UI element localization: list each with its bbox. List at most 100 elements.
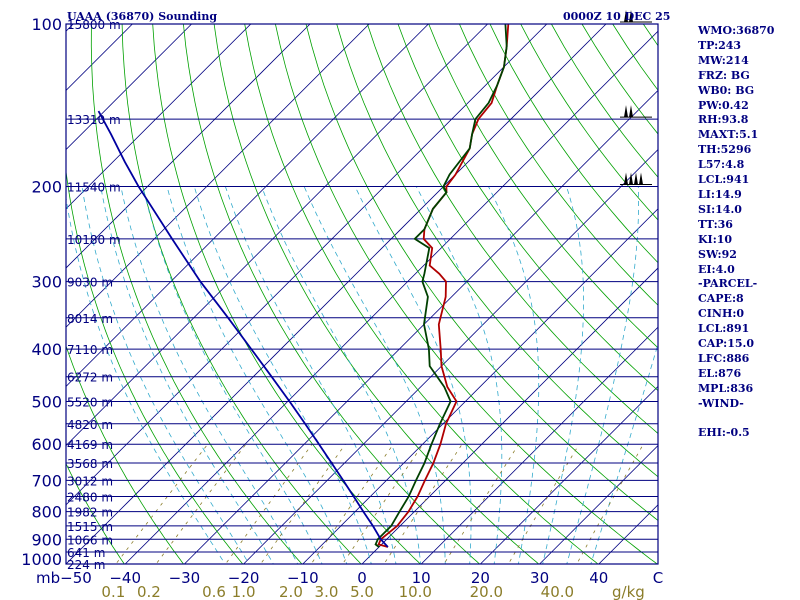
mixing-ratio-label: 0.6 — [202, 583, 226, 600]
pressure-tick-label: 100 — [31, 15, 62, 34]
height-label: 1515 m — [67, 520, 113, 534]
temperature-tick-label: 40 — [589, 569, 608, 587]
isotherm-line — [480, 385, 658, 564]
pressure-tick-label: 600 — [31, 435, 62, 454]
sounding-profiles — [97, 24, 510, 548]
index-line: CINH:0 — [698, 307, 745, 321]
index-line: LCL:941 — [698, 173, 750, 187]
moist-adiabat-line — [488, 186, 540, 564]
dewpoint-profile — [374, 24, 508, 548]
dry-adiabat-line — [152, 24, 421, 564]
index-line: LCL:891 — [698, 322, 750, 336]
index-line: PW:0.42 — [698, 98, 749, 112]
temperature-tick-label: 0 — [357, 569, 367, 587]
isotherm-line — [124, 30, 658, 564]
height-label: 9030 m — [67, 276, 113, 290]
mixing-ratio-line — [576, 444, 644, 564]
index-line: EI:4.0 — [698, 262, 735, 276]
dry-adiabat-line — [66, 462, 125, 564]
mixing-ratio-label: 0.2 — [137, 583, 161, 600]
dry-adiabat-line — [367, 24, 658, 435]
index-line: -PARCEL- — [698, 277, 758, 291]
dry-adiabat-line — [183, 24, 481, 564]
isotherm-line — [66, 24, 488, 447]
station-title: UAAA (36870) Sounding — [67, 10, 217, 23]
height-label: 2480 m — [67, 491, 113, 505]
height-label: 5520 m — [67, 395, 113, 409]
height-label: 6272 m — [67, 371, 113, 385]
isotherm-line — [66, 24, 548, 506]
dry-adiabat-line — [428, 24, 658, 349]
plot-frame — [65, 23, 659, 565]
mixing-ratio-label: 10.0 — [399, 583, 432, 600]
moist-adiabat-line — [100, 186, 274, 564]
mixing-ratio-line — [115, 443, 209, 564]
temperature-profile — [377, 24, 510, 548]
dry-adiabat-line — [90, 24, 303, 564]
index-line: L57:4.8 — [698, 158, 745, 172]
isotherm-line — [184, 89, 658, 564]
dry-adiabat-line — [336, 24, 658, 478]
wind-barb — [620, 172, 652, 186]
mixing-ratio-label: 0.1 — [101, 583, 125, 600]
wind-barbs — [620, 10, 652, 186]
index-line: LI:14.9 — [698, 187, 742, 201]
isotherm-line — [66, 24, 370, 328]
height-label: 224 m — [67, 558, 105, 572]
height-label: 8014 m — [67, 312, 113, 326]
index-line: FRZ: BG — [698, 68, 750, 82]
index-line: TP:243 — [698, 38, 742, 52]
mixing-ratio-label: 20.0 — [470, 583, 503, 600]
index-line: TH:5296 — [698, 143, 752, 157]
height-label: 4820 m — [67, 418, 113, 432]
height-label: 1982 m — [67, 506, 113, 520]
dry-adiabat-line — [397, 24, 658, 392]
time-label: 0000Z 10 DEC 25 — [563, 10, 670, 23]
index-line — [698, 412, 798, 427]
index-line: WMO:36870 — [698, 24, 775, 37]
temperature-tick-label: −20 — [228, 569, 260, 587]
isobar-lines — [66, 23, 658, 565]
moist-adiabat-line — [66, 195, 226, 564]
mixing-ratio-label: 5.0 — [350, 583, 374, 600]
index-line: CAPE:8 — [698, 292, 744, 306]
dry-adiabat-line — [244, 24, 599, 564]
temperature-tick-label: −10 — [287, 569, 319, 587]
isotherm-line — [243, 149, 658, 564]
index-line: KI:10 — [698, 232, 733, 246]
moist-adiabat-line — [225, 186, 397, 564]
height-label: 3012 m — [67, 474, 113, 488]
height-label: 3568 m — [67, 457, 113, 471]
height-label: 7110 m — [67, 343, 113, 357]
pressure-tick-label: 400 — [31, 340, 62, 359]
mixing-ratio-label: 40.0 — [541, 583, 574, 600]
dry-adiabat-line — [213, 24, 540, 564]
isotherm-line — [302, 208, 658, 564]
wind-barb — [620, 10, 652, 23]
height-label: 4169 m — [67, 438, 113, 452]
dry-adiabat-line — [275, 24, 658, 564]
height-label: 10180 m — [67, 233, 121, 247]
index-line: CAP:15.0 — [698, 337, 755, 351]
isotherm-line — [66, 24, 252, 210]
index-line: SW:92 — [698, 247, 737, 261]
height-label: 13310 m — [67, 113, 121, 127]
temperature-tick-label: 20 — [471, 569, 490, 587]
height-label: 1066 m — [67, 533, 113, 547]
isotherm-line — [361, 267, 658, 564]
moist-adiabat-line — [166, 186, 348, 564]
moist-adiabat-line — [120, 186, 299, 564]
pressure-tick-label: 900 — [31, 530, 62, 549]
moist-adiabat-line — [142, 186, 323, 564]
index-line: RH:93.8 — [698, 113, 749, 127]
pressure-tick-label: 200 — [31, 178, 62, 197]
temperature-tick-label: 10 — [412, 569, 431, 587]
index-line: MPL:836 — [698, 381, 754, 395]
isotherm-line — [66, 24, 429, 387]
index-line: EL:876 — [698, 366, 742, 380]
chart-grid — [66, 24, 658, 564]
index-line: EHI:-0.5 — [698, 426, 750, 440]
mixing-ratio-label: g/kg — [612, 583, 645, 600]
temperature-tick-label: −30 — [169, 569, 201, 587]
